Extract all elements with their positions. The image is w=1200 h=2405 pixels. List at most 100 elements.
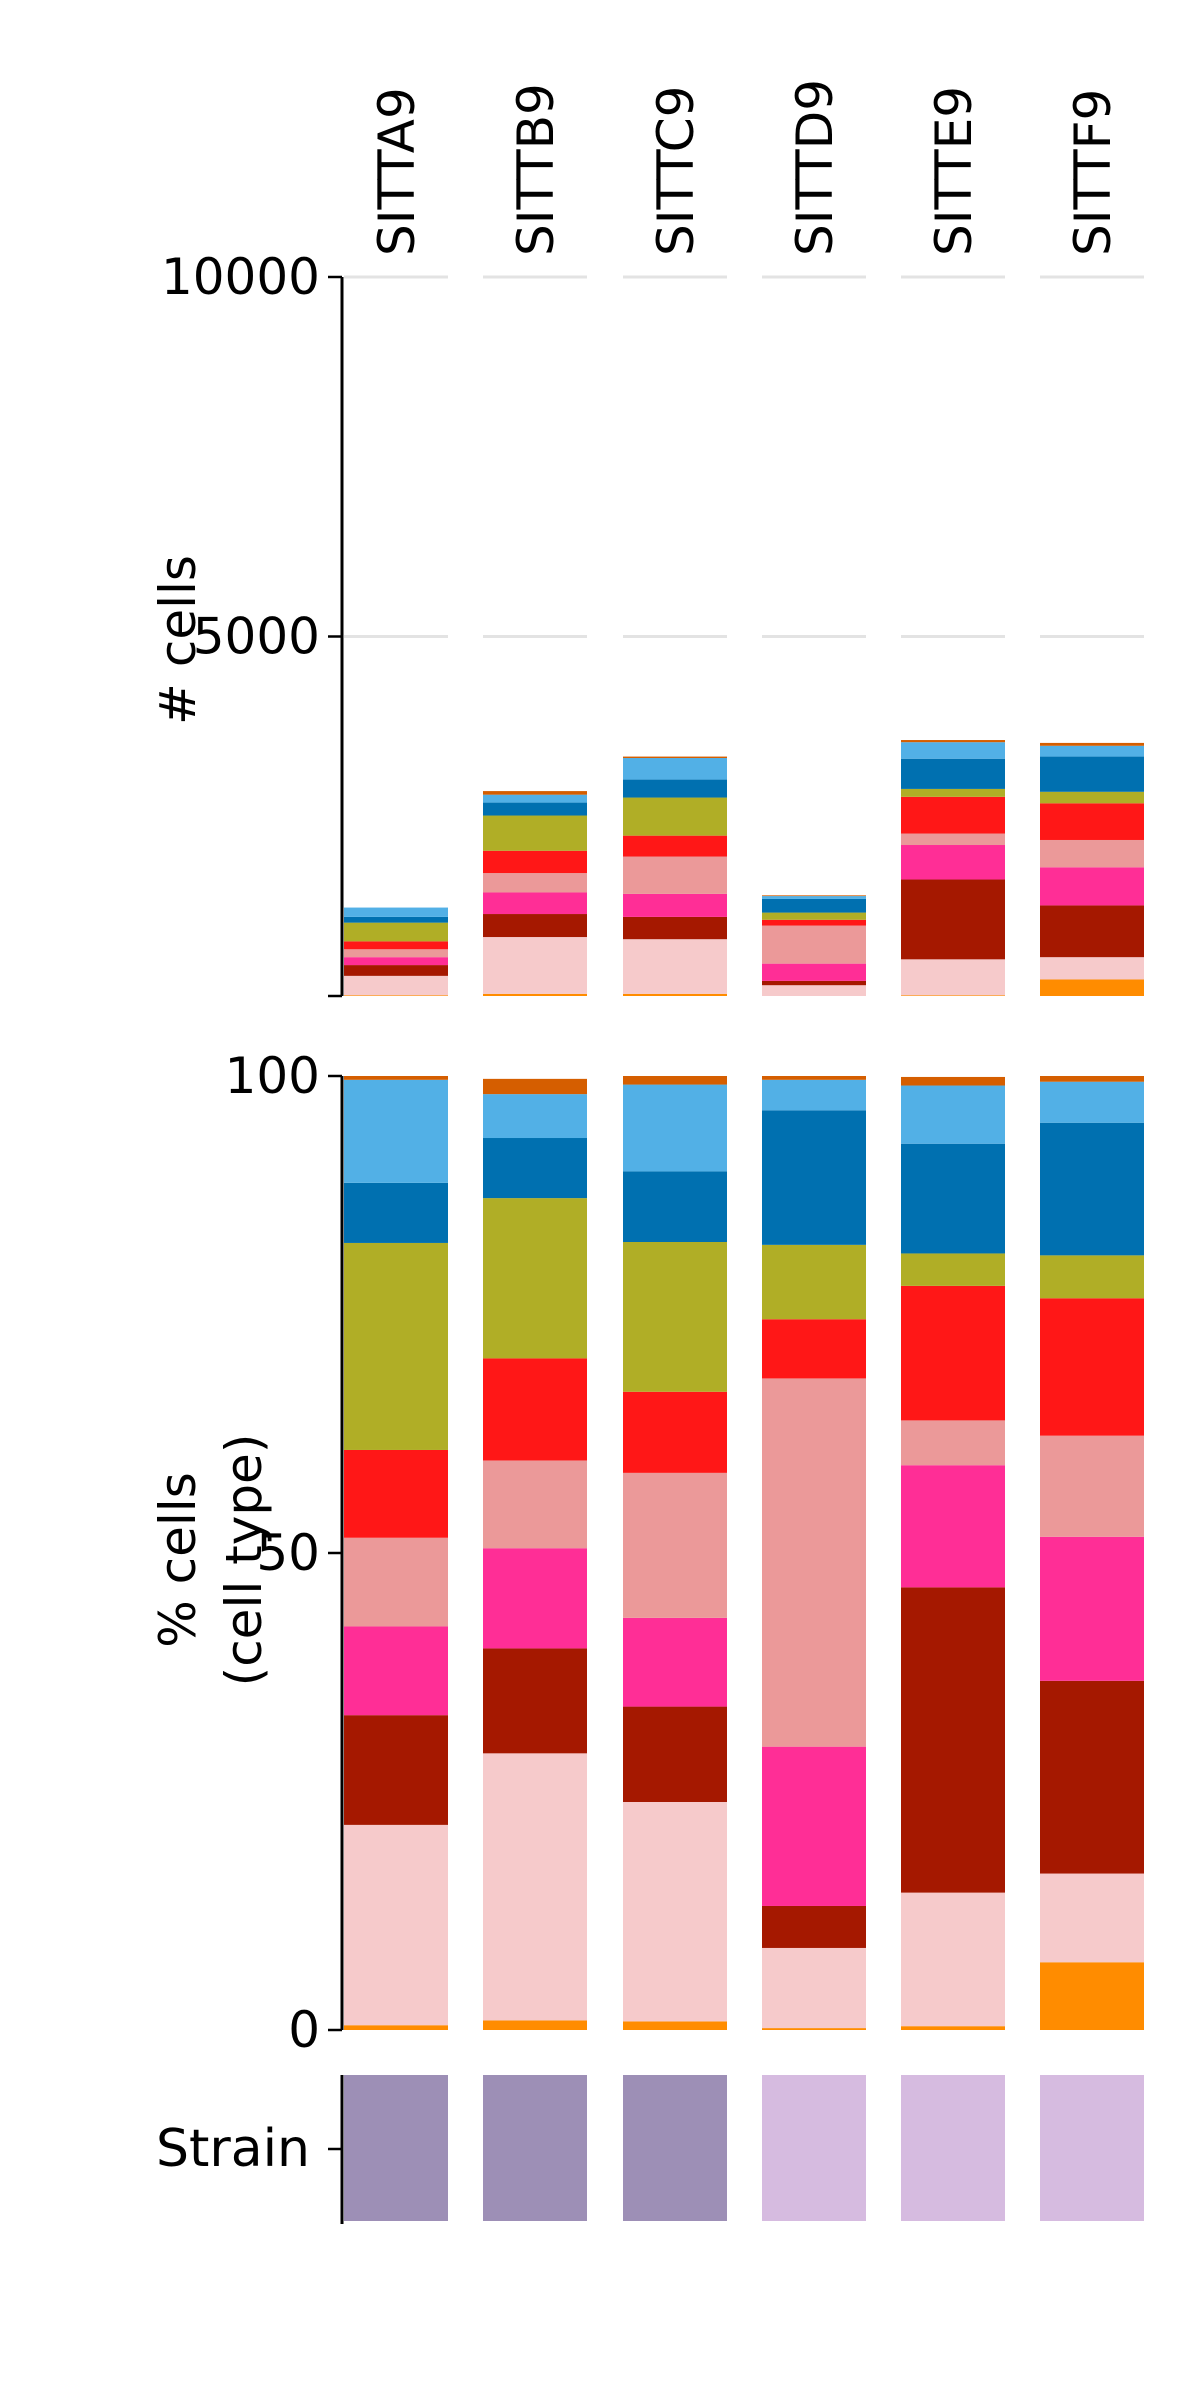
count-bar-segment: [623, 856, 727, 894]
category-label: SITTD9: [786, 79, 844, 256]
percent-bar-segment: [901, 1143, 1005, 1254]
category-label: SITTC9: [647, 86, 705, 256]
percent-bar-segment: [762, 2028, 866, 2030]
percent-bar-segment: [344, 1242, 448, 1450]
percent-bar-segment: [623, 1391, 727, 1473]
percent-bar-segment: [623, 1171, 727, 1242]
strain-boxes: [344, 2075, 1144, 2221]
count-bar-segment: [344, 957, 448, 966]
category-labels: SITTA9 SITTB9 SITTC9 SITTD9 SITTE9 SITTF9: [368, 79, 1122, 256]
percent-bar-segment: [762, 1110, 866, 1245]
percent-bar-segment: [483, 1094, 587, 1139]
percent-bar-segment: [1040, 1122, 1144, 1256]
percent-bar-segment: [483, 1138, 587, 1199]
count-bar-segment: [483, 802, 587, 816]
count-y-axis-label: # cells: [149, 555, 207, 725]
count-bar-segment: [1040, 745, 1144, 757]
count-bar-segment: [483, 892, 587, 915]
count-bar-segment: [1040, 867, 1144, 906]
percent-bar-segment: [623, 1472, 727, 1618]
count-bar-segment: [623, 916, 727, 940]
percent-y-axis-label-line: % cells: [149, 1472, 207, 1648]
count-bar-segment: [483, 850, 587, 874]
count-bar-segment: [762, 912, 866, 920]
count-bar-segment: [623, 939, 727, 994]
percent-bar-segment: [344, 1182, 448, 1243]
percent-bar-segment: [901, 2026, 1005, 2030]
percent-bar-segment: [483, 1648, 587, 1754]
percent-bar-segment: [344, 1449, 448, 1538]
percent-bar-segment: [623, 1241, 727, 1392]
percent-bar-segment: [483, 2020, 587, 2030]
percent-bar-segment: [901, 1085, 1005, 1144]
count-bar-segment: [1040, 905, 1144, 958]
percent-y-axis-label: % cells (cell type): [149, 1434, 273, 1687]
count-bar-segment: [483, 794, 587, 803]
count-bar-segment: [901, 788, 1005, 797]
percent-bar-segment: [344, 1537, 448, 1627]
percent-bar-segment: [762, 1905, 866, 1948]
percent-bar-segment: [1040, 1680, 1144, 1874]
percent-bar-segment: [623, 1617, 727, 1707]
count-bar-segment: [483, 791, 587, 795]
count-bar-segment: [901, 995, 1005, 996]
count-bar-segment: [901, 758, 1005, 789]
count-bar-segment: [623, 758, 727, 780]
percent-bar-segment: [623, 2021, 727, 2030]
count-bar-segment: [901, 959, 1005, 996]
percent-bar-segment: [901, 1892, 1005, 2027]
percent-bar-segment: [762, 1319, 866, 1379]
percent-bars: [344, 1076, 1144, 2030]
percent-bar-segment: [623, 1801, 727, 2022]
category-label: SITTF9: [1064, 89, 1122, 256]
strain-label: Strain: [156, 2119, 310, 2179]
percent-bar-segment: [1040, 1076, 1144, 1082]
percent-bar-segment: [483, 1358, 587, 1461]
count-bar-segment: [762, 980, 866, 986]
cell-count-panel: 10000 5000 # cells: [149, 248, 1144, 998]
strain-box: [483, 2075, 587, 2221]
strain-box: [1040, 2075, 1144, 2221]
percent-bar-segment: [1040, 1298, 1144, 1436]
percent-bar-segment: [344, 1824, 448, 2026]
count-bar-segment: [623, 835, 727, 857]
percent-bar-segment: [762, 1244, 866, 1320]
count-bar-segment: [762, 895, 866, 897]
count-bar-segment: [762, 963, 866, 981]
percent-bar-segment: [344, 1626, 448, 1716]
strain-box: [901, 2075, 1005, 2221]
percent-bar-segment: [1040, 1962, 1144, 2030]
count-bar-segment: [762, 896, 866, 899]
count-bar-segment: [1040, 803, 1144, 840]
count-gridlines: [344, 275, 1144, 638]
count-bar-segment: [344, 941, 448, 950]
count-bar-segment: [1040, 791, 1144, 804]
count-bar-segment: [901, 742, 1005, 759]
count-bar-segment: [483, 873, 587, 893]
count-bar-segment: [344, 965, 448, 976]
count-bar-segment: [344, 907, 448, 917]
count-bar-segment: [344, 995, 448, 996]
count-bar-segment: [1040, 839, 1144, 868]
count-bar-segment: [344, 949, 448, 958]
percent-bar-segment: [1040, 1536, 1144, 1681]
percent-bar-segment: [344, 1715, 448, 1825]
category-label: SITTE9: [925, 86, 983, 256]
strain-box: [344, 2075, 448, 2221]
percent-bar-segment: [901, 1253, 1005, 1286]
percent-bar-segment: [762, 1947, 866, 2029]
percent-bar-segment: [762, 1746, 866, 1906]
percent-bar-segment: [483, 1753, 587, 2021]
count-bar-segment: [901, 833, 1005, 846]
count-bar-segment: [901, 740, 1005, 743]
category-label: SITTA9: [368, 87, 426, 256]
percent-bar-segment: [623, 1706, 727, 1802]
count-tick-label: 10000: [161, 248, 320, 306]
count-bar-segment: [901, 879, 1005, 960]
percent-bar-segment: [483, 1460, 587, 1549]
count-tick-label: 5000: [193, 608, 320, 666]
percent-bar-segment: [1040, 1081, 1144, 1123]
percent-bar-segment: [483, 1198, 587, 1359]
